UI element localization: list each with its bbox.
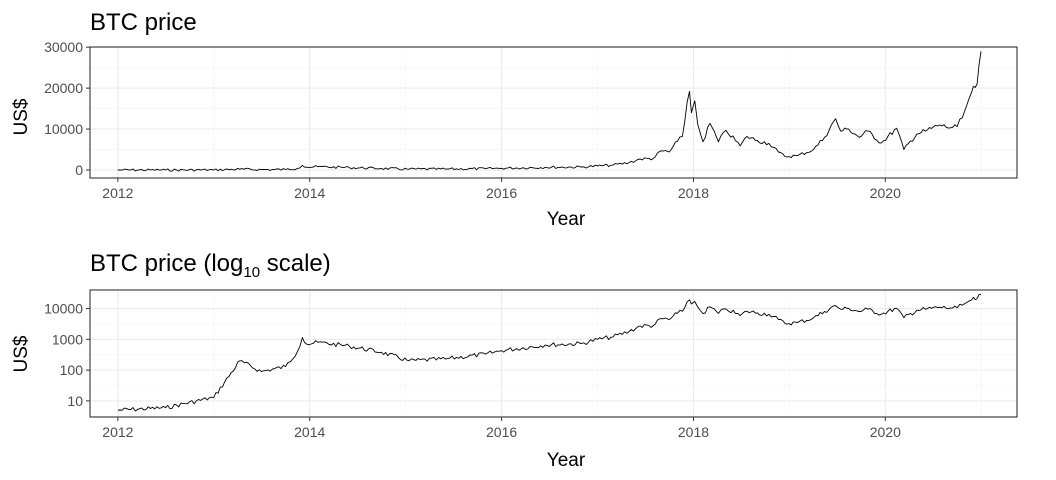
y-tick-label: 20000 (44, 80, 83, 96)
chart-title-log-subscript: 10 (243, 264, 260, 281)
series-log (117, 293, 982, 412)
series-linear (117, 51, 982, 172)
y-tick-label: 10000 (44, 301, 83, 317)
chart-title-linear: BTC price (90, 9, 197, 36)
panel-border-log (89, 289, 1018, 418)
x-tick-label: 2014 (294, 424, 325, 440)
x-tick-label: 2016 (486, 185, 517, 201)
chart-title-log-main: BTC price (log (90, 250, 243, 277)
log-price-panel: BTC price (log10 scale) 2012 2014 2016 2018… (11, 250, 1018, 471)
y-axis-title-linear: US$ (11, 98, 32, 135)
x-tick-label: 2012 (102, 185, 133, 201)
x-axis-linear: 2012 2014 2016 2018 2020 (102, 178, 901, 201)
y-tick-label: 0 (75, 162, 83, 178)
grid-log (90, 290, 1017, 417)
grid-linear (90, 46, 1017, 178)
y-tick-label: 30000 (44, 39, 83, 55)
x-tick-label: 2018 (678, 185, 709, 201)
x-tick-label: 2020 (870, 424, 901, 440)
x-tick-label: 2020 (870, 185, 901, 201)
chart-title-log: BTC price (log10 scale) (90, 250, 331, 281)
chart-title-log-end: scale) (260, 250, 331, 277)
y-axis-log: 10 100 1000 10000 (44, 301, 90, 409)
linear-price-panel: BTC price 2012 2014 2016 2018 2020 0 10000 200… (11, 9, 1018, 230)
y-axis-title-log: US$ (11, 335, 32, 372)
panel-border-linear (89, 46, 1018, 179)
x-tick-label: 2014 (294, 185, 325, 201)
x-tick-label: 2016 (486, 424, 517, 440)
btc-price-line-linear (117, 51, 982, 172)
y-axis-linear: 0 10000 20000 30000 (44, 39, 90, 178)
x-axis-title-log: Year (547, 450, 586, 471)
x-axis-title-linear: Year (547, 209, 586, 230)
x-axis-log: 2012 2014 2016 2018 2020 (102, 417, 901, 440)
x-tick-label: 2018 (678, 424, 709, 440)
y-tick-label: 100 (60, 362, 84, 378)
y-tick-label: 1000 (52, 331, 83, 347)
btc-price-line-log (117, 293, 982, 412)
y-tick-label: 10000 (44, 121, 83, 137)
x-tick-label: 2012 (102, 424, 133, 440)
y-tick-label: 10 (67, 393, 83, 409)
